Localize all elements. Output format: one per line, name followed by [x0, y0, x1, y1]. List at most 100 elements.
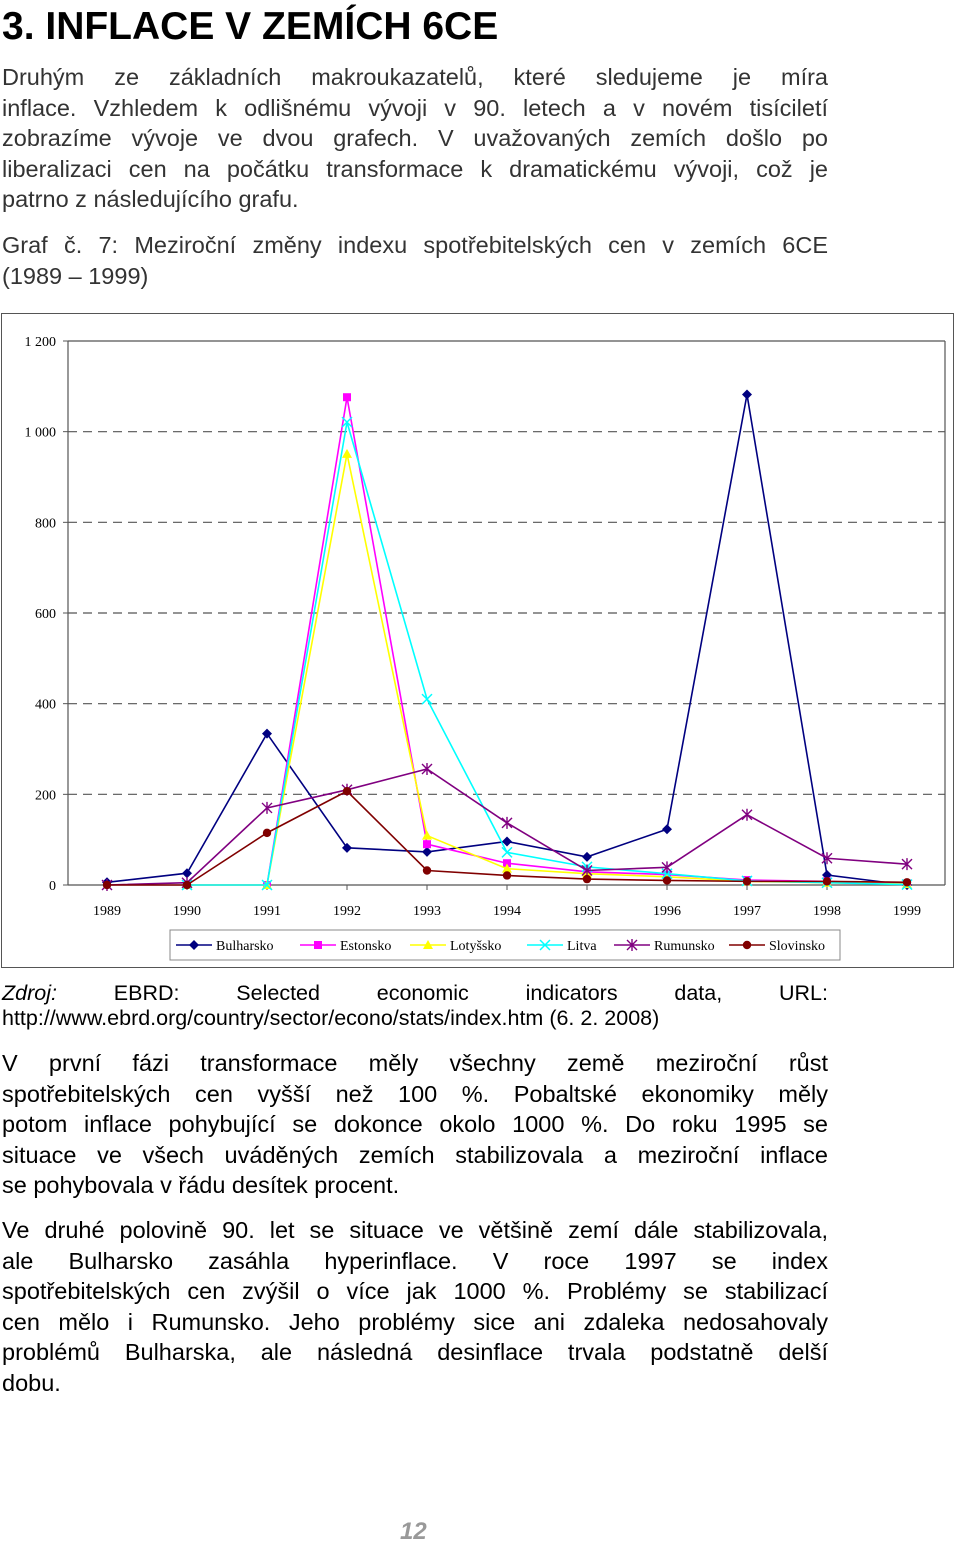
text-line: V první fázi transformace měly všechny z…	[2, 1050, 828, 1076]
x-tick-label: 1995	[573, 904, 601, 919]
text-line: spotřebitelských cen zvýšil o více jak 1…	[2, 1278, 828, 1304]
paragraph-second-half: Ve druhé polovině 90. let se situace ve …	[2, 1215, 828, 1398]
data-point-lotyšsko	[342, 448, 352, 458]
legend-label: Slovinsko	[769, 939, 825, 954]
data-point-rumunsko	[501, 816, 513, 829]
x-tick-label: 1993	[413, 904, 441, 919]
y-tick-label: 600	[35, 607, 56, 622]
data-point-rumunsko	[261, 801, 273, 814]
source-note: Zdroj: EBRD: Selected economic indicator…	[2, 981, 828, 1031]
source-word: indicators	[525, 981, 618, 1005]
x-tick-label: 1997	[733, 904, 761, 919]
source-label: Zdroj:	[2, 981, 57, 1005]
data-point-bulharsko	[262, 728, 272, 739]
text-line: se pohybovala v řádu desítek procent.	[2, 1172, 400, 1198]
data-point-slovinsko	[822, 877, 832, 886]
legend-marker	[626, 939, 638, 951]
intro-line: zobrazíme vývoje ve dvou grafech. V uvaž…	[2, 125, 828, 151]
series-line-estonsko	[187, 397, 908, 886]
x-tick-label: 1996	[653, 904, 681, 919]
x-tick-label: 1992	[333, 904, 361, 919]
text-line: ale Bulharsko zasáhla hyperinflace. V ro…	[2, 1247, 828, 1274]
data-point-litva	[261, 879, 273, 891]
legend-marker	[423, 940, 433, 949]
data-point-estonsko	[423, 840, 431, 849]
data-point-slovinsko	[502, 871, 512, 880]
legend-marker	[314, 941, 322, 949]
data-point-slovinsko	[662, 876, 672, 885]
legend-marker	[742, 940, 752, 950]
x-tick-label: 1994	[493, 904, 521, 919]
legend-label: Rumunsko	[654, 939, 715, 954]
data-point-slovinsko	[102, 880, 112, 890]
data-point-bulharsko	[582, 851, 592, 862]
source-word: Selected	[236, 981, 320, 1005]
x-axis: 1989 1990 1991 1992 1993 1994 1995 1996 1997 1998…	[68, 884, 945, 919]
data-point-bulharsko	[502, 836, 512, 847]
x-tick-label: 1998	[813, 904, 841, 919]
data-point-rumunsko	[901, 858, 913, 871]
text-line: spotřebitelských cen vyšší než 100 %. Po…	[2, 1080, 828, 1107]
section-heading: 3. INFLACE V ZEMÍCH 6CE	[2, 5, 499, 48]
data-point-litva	[341, 416, 353, 428]
data-point-rumunsko	[581, 864, 593, 877]
data-point-slovinsko	[902, 878, 912, 887]
y-tick-label: 400	[35, 698, 56, 713]
text-line: cen mělo i Rumunsko. Jeho problémy sice …	[2, 1308, 828, 1335]
source-word: EBRD:	[113, 981, 180, 1005]
data-point-litva	[421, 693, 433, 705]
chart-gridlines	[68, 340, 945, 795]
x-tick-label: 1999	[893, 904, 921, 919]
legend-label: Lotyšsko	[450, 939, 501, 954]
legend-box	[169, 929, 841, 961]
legend-label: Bulharsko	[216, 939, 274, 954]
legend-label: Estonsko	[340, 939, 391, 954]
chart-legend: Bulharsko Estonsko Lotyšsko Litva Rumunsko Sl…	[169, 929, 841, 961]
text-line: Ve druhé polovině 90. let se situace ve …	[2, 1217, 828, 1243]
series-line-lotyšsko	[187, 453, 908, 886]
legend-marker	[189, 940, 199, 950]
y-axis: 0 200 400 600 800 1 000 1 200	[25, 335, 946, 894]
data-point-rumunsko	[421, 762, 433, 775]
intro-line: patrno z následujícího grafu.	[2, 186, 299, 212]
data-point-slovinsko	[182, 880, 192, 890]
caption-line: (1989 – 1999)	[2, 262, 149, 289]
data-point-litva	[501, 846, 513, 858]
source-url[interactable]: http://www.ebrd.org/country/sector/econo…	[2, 1006, 660, 1030]
text-line: potom inflace pohybující se dokonce okol…	[2, 1111, 828, 1137]
series-line-litva	[187, 421, 908, 886]
y-tick-label: 1 000	[25, 426, 57, 441]
y-tick-label: 200	[35, 788, 56, 803]
caption-line: Graf č. 7: Meziroční změny indexu spotře…	[2, 232, 828, 258]
data-point-bulharsko	[662, 824, 672, 835]
intro-paragraph: Druhým ze základních makroukazatelů, kte…	[2, 62, 828, 215]
x-tick-label: 1991	[253, 904, 281, 919]
data-point-slovinsko	[582, 874, 592, 884]
data-point-bulharsko	[342, 842, 352, 853]
intro-line: liberalizaci cen na počátku transformace…	[2, 155, 828, 182]
page-number: 12	[400, 1518, 427, 1545]
text-line: dobu.	[2, 1369, 61, 1396]
text-line: situace ve všech uváděných zemích stabil…	[2, 1141, 828, 1168]
paragraph-transformation: V první fázi transformace měly všechny z…	[2, 1048, 828, 1201]
series-line-bulharsko	[106, 394, 908, 886]
source-word: economic	[376, 981, 469, 1005]
data-point-rumunsko	[741, 808, 753, 821]
chart-series	[101, 389, 913, 891]
data-point-estonsko	[503, 859, 511, 868]
text-line: problémů Bulharska, ale následná desinfl…	[2, 1339, 828, 1365]
y-tick-label: 1 200	[25, 335, 57, 350]
data-point-slovinsko	[422, 866, 432, 875]
data-point-lotyšsko	[502, 863, 512, 873]
data-point-bulharsko	[182, 868, 192, 879]
data-point-rumunsko	[821, 852, 833, 865]
data-point-slovinsko	[742, 877, 752, 886]
chart-caption: Graf č. 7: Meziroční změny indexu spotře…	[2, 230, 828, 291]
intro-line: inflace. Vzhledem k odlišnému vývoji v 9…	[2, 94, 828, 121]
x-tick-label: 1989	[93, 904, 121, 919]
data-point-slovinsko	[342, 786, 352, 796]
data-point-bulharsko	[422, 846, 432, 857]
data-point-bulharsko	[742, 389, 752, 400]
source-line-1: Zdroj: EBRD: Selected economic indicator…	[2, 981, 828, 1006]
chart-frame: 0 200 400 600 800 1 000 1 200 1989 1990 1991 1992…	[1, 313, 954, 968]
